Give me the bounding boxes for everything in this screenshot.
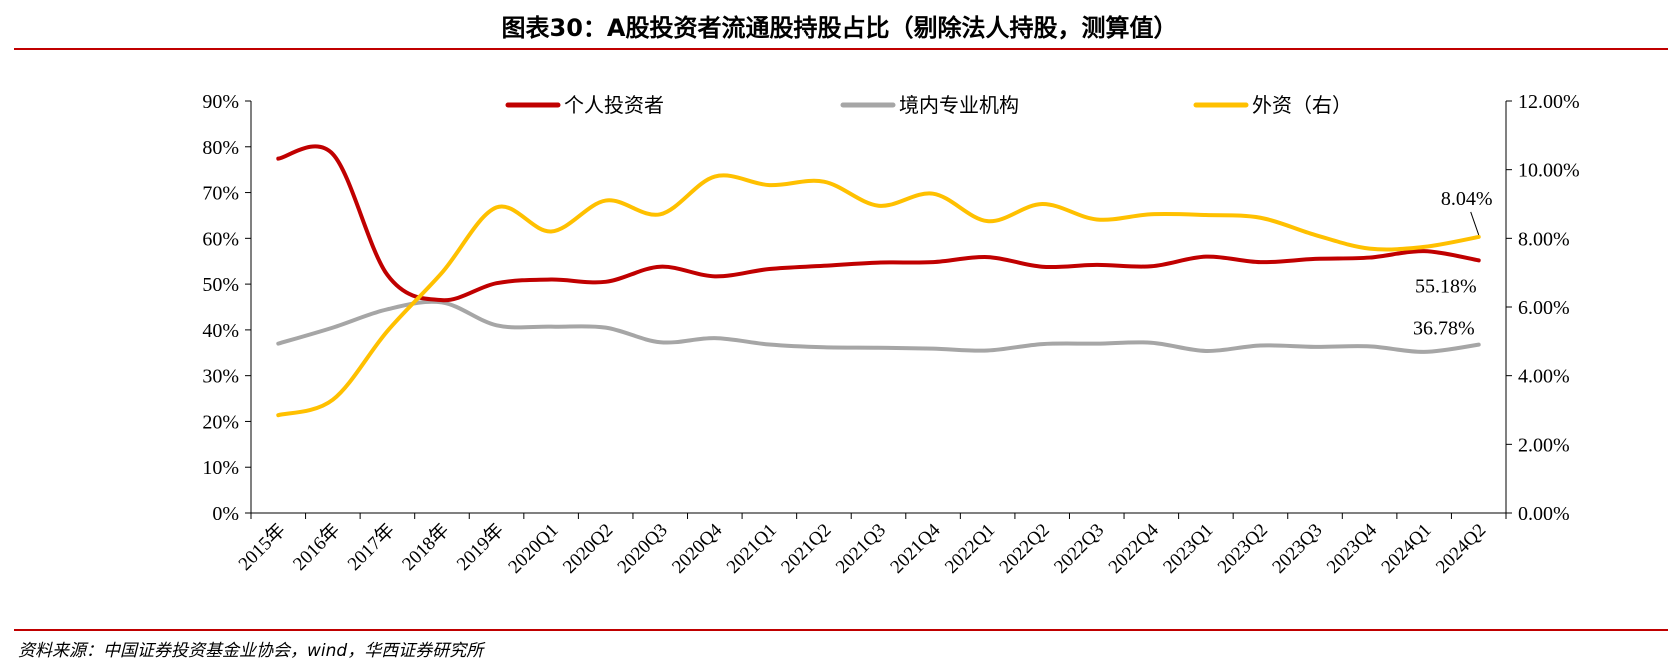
right-tick-label: 2.00% [1518, 434, 1570, 456]
left-tick-label: 70% [202, 183, 239, 205]
x-tick-label: 2021Q1 [723, 520, 781, 578]
x-tick-label: 2021Q3 [832, 520, 890, 578]
x-tick-label: 2017年 [343, 519, 399, 575]
x-tick-label: 2023Q1 [1159, 520, 1217, 578]
x-tick-label: 2020Q4 [668, 519, 726, 577]
x-tick-label: 2023Q3 [1268, 520, 1326, 578]
x-tick-label: 2019年 [452, 519, 508, 575]
x-tick-label: 2022Q4 [1105, 519, 1163, 577]
left-tick-label: 10% [202, 457, 239, 479]
footer-divider [14, 629, 1668, 631]
left-tick-label: 50% [202, 274, 239, 296]
left-tick-label: 0% [212, 503, 239, 525]
x-tick-label: 2016年 [289, 519, 345, 575]
series-line-0 [276, 144, 1481, 303]
x-tick-label: 2022Q1 [941, 520, 999, 578]
series-line-2 [276, 173, 1481, 418]
x-tick-label: 2020Q2 [559, 520, 617, 578]
legend-label: 外资（右） [1252, 94, 1352, 117]
legend-label: 个人投资者 [564, 94, 664, 117]
left-tick-label: 80% [202, 137, 239, 159]
right-tick-label: 8.00% [1518, 228, 1570, 250]
annotation-individual: 55.18% [1415, 275, 1477, 297]
right-tick-label: 0.00% [1518, 503, 1570, 525]
x-tick-label: 2022Q3 [1050, 520, 1108, 578]
right-tick-label: 10.00% [1518, 160, 1580, 182]
annotation-foreign: 8.04% [1441, 188, 1493, 210]
x-tick-label: 2021Q2 [777, 520, 835, 578]
left-tick-label: 60% [202, 228, 239, 250]
x-tick-label: 2020Q3 [614, 520, 672, 578]
x-tick-label: 2022Q2 [996, 520, 1054, 578]
x-tick-label: 2023Q4 [1323, 519, 1381, 577]
chart-title: 图表30：A股投资者流通股持股占比（剔除法人持股，测算值） [501, 14, 1178, 42]
left-tick-label: 30% [202, 366, 239, 388]
annotation-leader [1470, 211, 1480, 236]
x-tick-label: 2021Q4 [886, 519, 944, 577]
left-tick-label: 40% [202, 320, 239, 342]
left-tick-label: 90% [202, 91, 239, 113]
right-tick-label: 12.00% [1518, 91, 1580, 113]
x-tick-label: 2020Q1 [504, 520, 562, 578]
x-tick-label: 2018年 [398, 519, 454, 575]
right-tick-label: 4.00% [1518, 366, 1570, 388]
source-note: 资料来源：中国证券投资基金业协会，wind，华西证券研究所 [18, 641, 484, 661]
right-tick-label: 6.00% [1518, 297, 1570, 319]
left-tick-label: 20% [202, 411, 239, 433]
annotation-institution: 36.78% [1413, 318, 1475, 340]
x-tick-label: 2023Q2 [1214, 520, 1272, 578]
x-tick-label: 2015年 [234, 519, 290, 575]
title-divider [14, 48, 1668, 50]
legend-label: 境内专业机构 [899, 94, 1019, 117]
series-line-1 [276, 299, 1481, 354]
x-tick-label: 2024Q2 [1432, 520, 1490, 578]
x-tick-label: 2024Q1 [1378, 520, 1436, 578]
